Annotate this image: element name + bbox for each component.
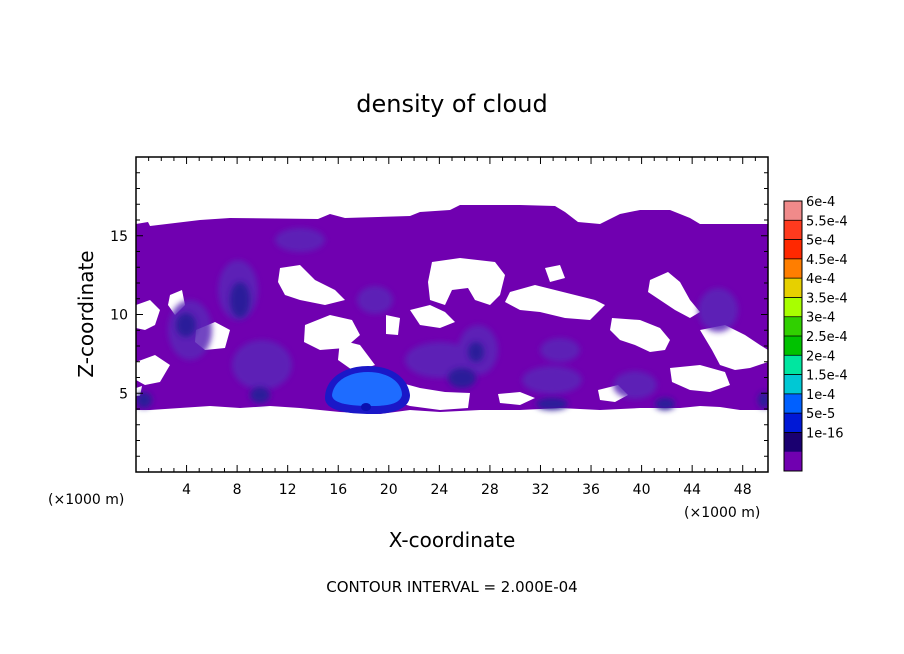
colorbar-label: 1e-16 [806, 426, 844, 441]
colorbar-swatch [784, 201, 802, 221]
plot-area [136, 157, 768, 472]
colorbar-swatch [784, 393, 802, 414]
colorbar-label: 1.5e-4 [806, 369, 848, 384]
colorbar-swatch [784, 336, 802, 356]
clear-region [338, 340, 375, 372]
colorbar-swatch [784, 278, 802, 298]
moderate-patch [698, 288, 738, 332]
colorbar-label: 3.5e-4 [806, 291, 848, 306]
colorbar-swatch [784, 432, 802, 453]
clear-region [428, 258, 505, 305]
blob-inner [332, 372, 402, 406]
colorbar-swatch [784, 239, 802, 260]
colorbar-label: 5.5e-4 [806, 214, 848, 229]
cloud-body [136, 205, 768, 414]
x-unit-left: (×1000 m) [48, 492, 124, 508]
colorbar-label: 5e-5 [806, 407, 835, 422]
colorbar-label: 4.5e-4 [806, 253, 848, 268]
dark-patch [136, 392, 152, 408]
x-unit-right: (×1000 m) [684, 505, 760, 521]
dark-patch [468, 342, 484, 362]
x-tick-label: 24 [430, 482, 448, 498]
clear-region [700, 325, 768, 370]
clear-region [610, 318, 670, 352]
clear-region [648, 272, 700, 318]
max-density-blob [325, 366, 410, 414]
colorbar-label: 2.5e-4 [806, 330, 848, 345]
colorbar: 6e-4 5.5e-4 5e-4 4.5e-4 4e-4 3.5e-4 3e-4 2.5e-4… [783, 195, 848, 472]
clear-region [498, 392, 535, 405]
colorbar-swatch [784, 297, 802, 318]
dark-patch [758, 392, 768, 408]
colorbar-label: 5e-4 [806, 234, 835, 249]
dark-patch [536, 398, 568, 410]
colorbar-swatch [784, 258, 802, 279]
clear-regions [136, 258, 768, 410]
y-tick-label: 5 [119, 386, 128, 402]
clear-region [278, 265, 345, 305]
x-tick-label: 20 [380, 482, 398, 498]
dark-patches [136, 282, 768, 410]
colorbar-swatch [784, 355, 802, 376]
colorbar-swatch [784, 220, 802, 241]
dark-patch [448, 368, 476, 388]
x-tick-label: 32 [532, 482, 550, 498]
dark-patch [230, 282, 250, 318]
clear-region [386, 315, 400, 335]
chart-title: density of cloud [356, 90, 547, 118]
moderate-patch [613, 371, 657, 399]
colorbar-swatch [784, 316, 802, 337]
dark-patch [655, 398, 675, 410]
colorbar-label: 2e-4 [806, 349, 835, 364]
moderate-patch [357, 286, 393, 314]
blob-core [361, 403, 371, 411]
x-tick-label: 44 [683, 482, 701, 498]
clear-region [505, 285, 605, 320]
colorbar-swatch [784, 374, 802, 395]
colorbar-label: 4e-4 [806, 272, 835, 287]
contour-interval-note: CONTOUR INTERVAL = 2.000E-04 [326, 578, 577, 596]
clear-region [545, 265, 565, 282]
x-tick-label: 8 [233, 482, 242, 498]
clear-region [410, 305, 455, 328]
x-tick-label: 12 [279, 482, 297, 498]
moderate-patch [275, 228, 325, 252]
colorbar-label: 3e-4 [806, 311, 835, 326]
colorbar-label: 1e-4 [806, 388, 835, 403]
clear-region [670, 365, 730, 392]
x-tick-label: 40 [633, 482, 651, 498]
x-axis: 4 8 12 16 20 24 28 32 36 40 44 48 [148, 157, 756, 498]
x-tick-label: 4 [182, 482, 191, 498]
y-axis: 5 10 15 [110, 172, 768, 457]
x-tick-label: 28 [481, 482, 499, 498]
x-tick-label: 36 [582, 482, 600, 498]
colorbar-swatch [784, 413, 802, 433]
clear-region [304, 315, 360, 350]
moderate-patch [540, 338, 580, 362]
y-tick-label: 15 [110, 229, 128, 245]
x-tick-label: 48 [734, 482, 752, 498]
dark-patch [176, 313, 196, 337]
x-tick-label: 16 [329, 482, 347, 498]
moderate-patch [522, 366, 582, 394]
dark-patch [250, 387, 270, 403]
y-tick-label: 10 [110, 308, 128, 324]
colorbar-swatch [784, 451, 802, 472]
clear-region [136, 355, 170, 385]
x-axis-title: X-coordinate [389, 528, 516, 552]
y-axis-title: Z-coordinate [74, 250, 98, 377]
clear-region [136, 300, 160, 330]
moderate-patch [232, 340, 292, 390]
colorbar-label: 6e-4 [806, 195, 835, 210]
